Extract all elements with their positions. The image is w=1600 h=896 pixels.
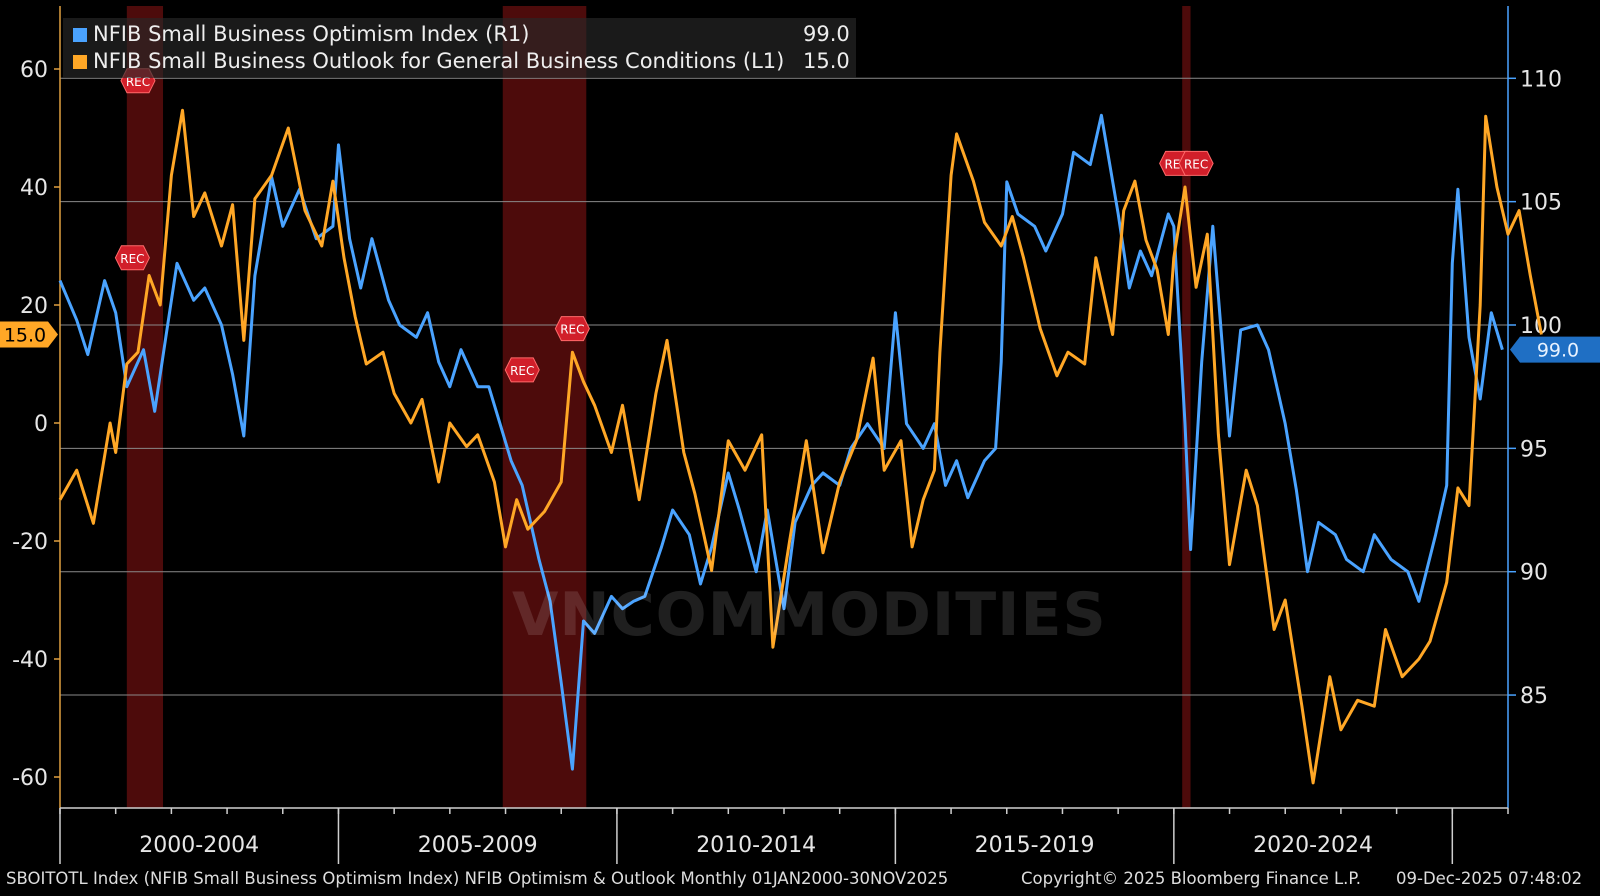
right-tick-label: 85 (1520, 684, 1548, 709)
rec-marker-label: REC (126, 75, 150, 89)
right-tick-label: 95 (1520, 437, 1548, 462)
rec-marker-label: REC (1184, 157, 1208, 171)
rec-marker (504, 357, 540, 383)
rec-marker-label: REC (510, 364, 534, 378)
left-tick-label: 40 (20, 176, 48, 201)
series-line-optimism (58, 113, 1504, 771)
legend-label-outlook: NFIB Small Business Outlook for General … (93, 49, 785, 73)
chart-legend: NFIB Small Business Optimism Index (R1) … (63, 18, 856, 78)
footer-copyright: Copyright© 2025 Bloomberg Finance L.P. (1021, 869, 1362, 888)
x-period-label: 2005-2009 (418, 833, 538, 858)
footer-timestamp: 09-Dec-2025 07:48:02 (1396, 869, 1583, 888)
left-tick-label: 0 (34, 412, 48, 437)
x-period-label: 2000-2004 (139, 833, 259, 858)
recession-band (126, 6, 164, 808)
legend-label-optimism: NFIB Small Business Optimism Index (R1) (93, 22, 530, 46)
right-last-value-badge (1510, 336, 1600, 363)
right-tick-label: 110 (1520, 67, 1562, 92)
right-tick-label: 90 (1520, 561, 1548, 586)
left-tick-label: -20 (12, 530, 48, 555)
legend-item-optimism: NFIB Small Business Optimism Index (R1) … (73, 22, 850, 48)
legend-value-optimism: 99.0 (803, 22, 850, 46)
recession-band (502, 6, 587, 808)
left-tick-label: -60 (12, 766, 48, 791)
footer-source: SBOITOTL Index (NFIB Small Business Opti… (6, 869, 949, 888)
rec-marker (114, 245, 150, 271)
rec-marker (1178, 150, 1214, 176)
legend-value-outlook: 15.0 (803, 49, 850, 73)
x-period-label: 2010-2014 (696, 833, 816, 858)
left-last-value-badge (0, 321, 58, 348)
right-last-value-text: 99.0 (1537, 340, 1579, 362)
right-tick-label: 105 (1520, 191, 1562, 216)
legend-swatch-optimism (73, 28, 87, 42)
rec-marker-label: REC (560, 323, 584, 337)
chart-footer: SBOITOTL Index (NFIB Small Business Opti… (6, 869, 1582, 888)
left-last-value-text: 15.0 (4, 325, 46, 347)
legend-swatch-outlook (73, 55, 87, 69)
rec-marker-label: REC (120, 252, 144, 266)
left-tick-label: 20 (20, 294, 48, 319)
rec-marker (554, 316, 590, 342)
legend-item-outlook: NFIB Small Business Outlook for General … (73, 49, 850, 75)
left-tick-label: 60 (20, 58, 48, 83)
recession-band (1182, 6, 1191, 808)
series-line-outlook (58, 108, 1543, 785)
watermark-text: VNCOMMODITIES (512, 580, 1107, 650)
x-period-label: 2015-2019 (975, 833, 1095, 858)
x-period-label: 2020-2024 (1253, 833, 1373, 858)
left-tick-label: -40 (12, 648, 48, 673)
